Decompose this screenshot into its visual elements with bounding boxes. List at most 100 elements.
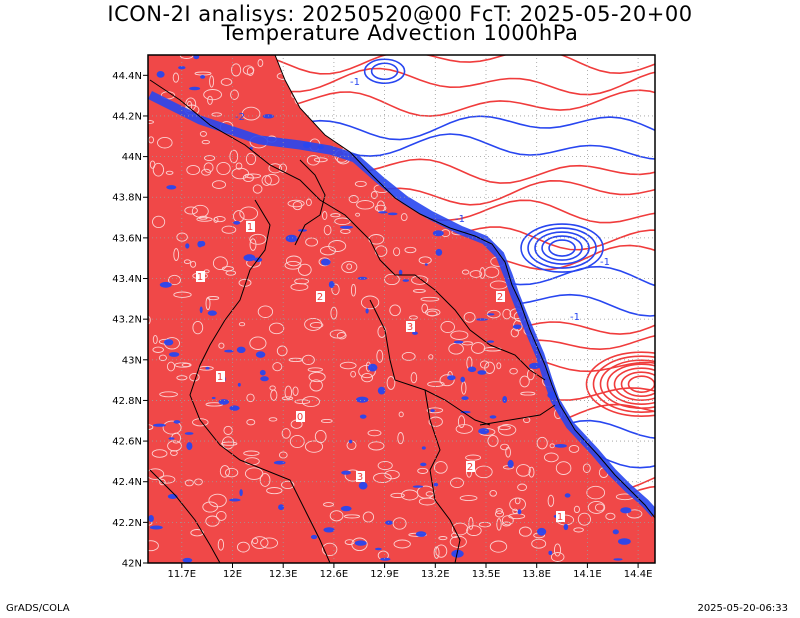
warm-contour: [568, 444, 580, 453]
lat-tick-label: 43.6N: [112, 233, 142, 244]
warm-contour: [220, 78, 233, 86]
warm-contour: [603, 79, 614, 87]
warm-contour: [243, 450, 260, 456]
cold-contour: [387, 212, 398, 216]
warm-contour: [444, 67, 463, 78]
warm-contour: [408, 315, 418, 320]
warm-contour: [211, 180, 227, 189]
warm-contour: [179, 55, 194, 59]
cold-contour: [631, 247, 642, 254]
warm-contour: [608, 62, 627, 69]
warm-contour: [290, 282, 309, 291]
warm-contour: [434, 175, 454, 189]
warm-contour: [329, 510, 344, 522]
warm-contour: [199, 131, 207, 137]
warm-contour: [497, 425, 511, 431]
cold-contour: [433, 482, 439, 487]
warm-contour: [438, 139, 456, 151]
warm-contour: [389, 304, 401, 317]
cold-contour: [370, 62, 399, 81]
cold-contour: [237, 382, 241, 387]
warm-contour: [289, 434, 305, 449]
warm-contour: [475, 159, 483, 166]
warm-contour: [231, 63, 242, 77]
warm-contour: [194, 71, 212, 76]
warm-contour: [551, 174, 569, 179]
warm-contour: [221, 225, 237, 234]
warm-contour: [238, 322, 246, 327]
warm-contour: [261, 175, 272, 186]
warm-contour: [563, 405, 581, 411]
warm-contour: [411, 275, 429, 285]
warm-contour: [494, 510, 505, 518]
warm-contour: [181, 362, 191, 368]
warm-contour: [184, 479, 194, 487]
cold-contour: [548, 239, 576, 257]
warm-contour: [627, 68, 634, 81]
warm-contour: [577, 132, 595, 144]
contour-label-bg: [466, 461, 475, 472]
warm-contour: [457, 58, 474, 69]
warm-contour: [307, 367, 323, 373]
lat-tick-label: 42.4N: [112, 477, 142, 488]
warm-contour: [340, 228, 351, 234]
cold-contour: [594, 315, 607, 322]
cold-contour: [563, 523, 569, 531]
warm-contour: [231, 167, 250, 180]
lat-tick-label: 42.6N: [112, 437, 142, 448]
cold-contour: [529, 362, 541, 369]
warm-contour: [426, 407, 444, 414]
cold-contour: [236, 346, 246, 353]
cold-contour: [367, 122, 376, 127]
warm-contour: [148, 468, 165, 480]
cold-contour: [613, 558, 623, 561]
warm-contour: [322, 211, 328, 220]
cold-contour: [545, 301, 557, 308]
cold-contour: [173, 420, 181, 424]
cold-contour: [612, 529, 619, 535]
warm-contour: [148, 315, 151, 325]
warm-contour: [501, 515, 514, 526]
warm-contour: [270, 389, 278, 401]
warm-contour: [639, 296, 648, 301]
cold-contour: [554, 142, 560, 149]
warm-contour: [196, 216, 213, 222]
warm-contour: [306, 155, 320, 166]
cold-contour: [461, 396, 469, 400]
warm-contour: [471, 342, 486, 354]
contour-label: -2: [235, 112, 245, 123]
warm-contour: [628, 457, 644, 467]
warm-contour: [404, 246, 417, 254]
warm-contour: [414, 115, 428, 123]
warm-contour: [358, 364, 376, 379]
warm-contour: [224, 467, 239, 478]
warm-contour: [356, 200, 375, 210]
warm-contour: [573, 527, 584, 533]
warm-contour: [252, 184, 263, 194]
warm-contour: [305, 237, 319, 247]
warm-contour: [203, 89, 222, 101]
contour-label-bg: [196, 271, 205, 282]
warm-contour: [217, 538, 225, 551]
warm-contour: [609, 55, 628, 67]
warm-contour: [547, 103, 565, 113]
warm-contour: [152, 215, 166, 229]
cold-contour: [438, 74, 450, 83]
warm-contour: [571, 391, 577, 397]
cold-contour: [537, 527, 547, 536]
warm-contour: [479, 360, 490, 369]
warm-contour: [546, 192, 556, 200]
warm-contour: [192, 418, 209, 427]
contour-label-bg: [556, 511, 565, 522]
warm-contour: [346, 263, 353, 270]
warm-contour: [390, 492, 405, 498]
cold-contour: [356, 116, 367, 125]
cold-contour: [487, 340, 495, 343]
regional-borders: [149, 55, 655, 563]
warm-contour: [481, 164, 491, 171]
warm-contour: [398, 411, 404, 418]
warm-contour: [513, 221, 529, 230]
warm-contour: [313, 157, 328, 163]
cold-contour: [224, 349, 234, 353]
cold-contour: [517, 509, 522, 515]
